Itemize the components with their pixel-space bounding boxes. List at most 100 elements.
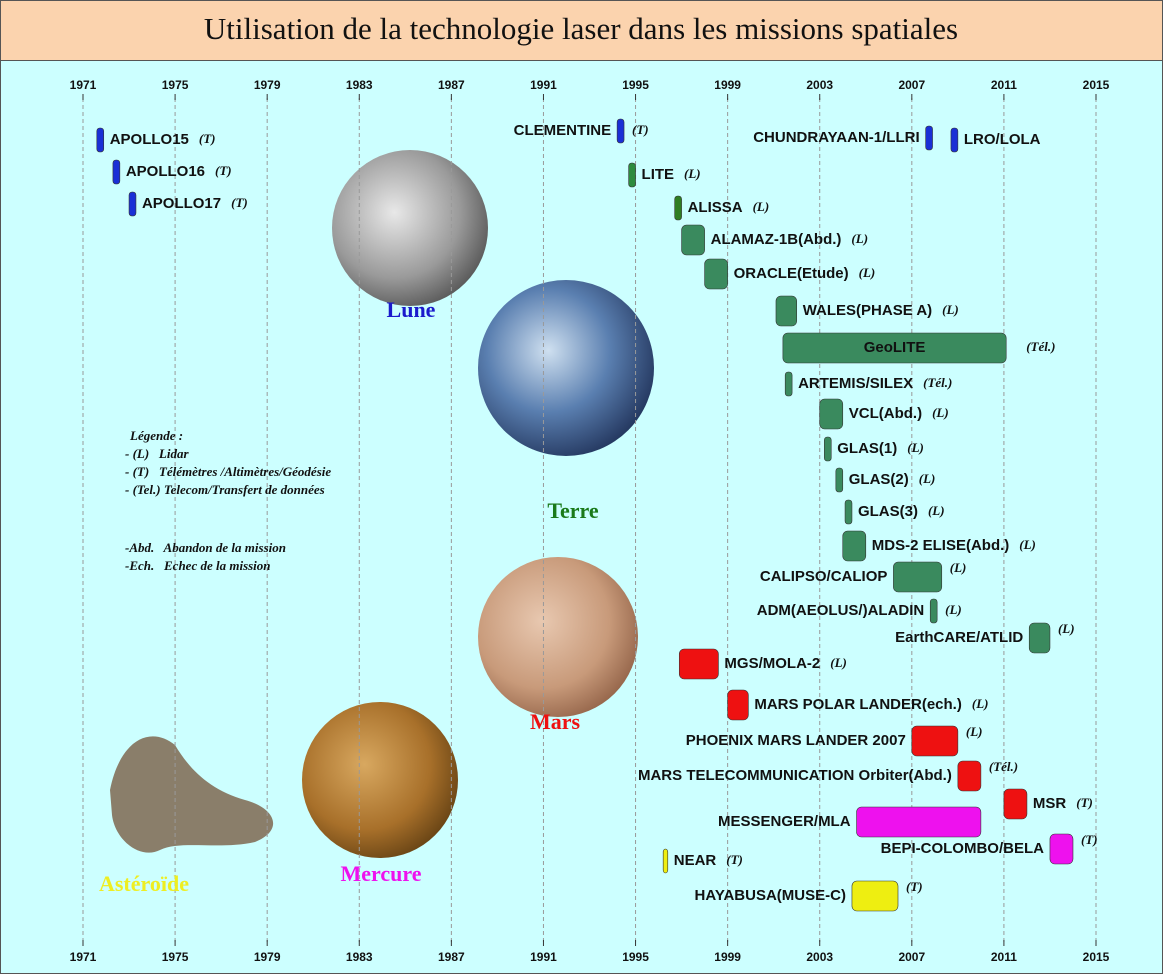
legend-line: -Ech. Echec de la mission (125, 558, 271, 573)
mission-tag: (T) (906, 879, 923, 894)
mission-label: WALES(PHASE A) (803, 302, 932, 319)
x-tick-label-bottom: 2015 (1083, 950, 1110, 964)
x-tick-label-bottom: 1987 (438, 950, 465, 964)
mission-bar (824, 437, 831, 461)
earth-image (478, 280, 654, 456)
mission-label: GLAS(1) (837, 440, 897, 457)
mission-label: MESSENGER/MLA (718, 813, 851, 830)
mission-label: BEPI-COLOMBO/BELA (881, 840, 1044, 857)
mission-bar (857, 807, 981, 837)
mission-bar (852, 881, 898, 911)
x-tick-label-bottom: 1971 (70, 950, 97, 964)
x-tick-label-bottom: 1995 (622, 950, 649, 964)
mission-tag: (L) (972, 696, 989, 711)
mission-label: CLEMENTINE (514, 122, 612, 139)
body-label: Mercure (340, 861, 421, 886)
mission-bar (97, 128, 104, 152)
body-label: Lune (387, 297, 436, 322)
mars-image (478, 557, 638, 717)
chart: Utilisation de la technologie laser dans… (0, 0, 1163, 974)
mission-tag: (L) (919, 471, 936, 486)
mission-bar (836, 468, 843, 492)
legend-line: - (L) Lidar (125, 446, 189, 461)
mission-label: ORACLE(Etude) (734, 265, 849, 282)
mission-bar (951, 128, 958, 152)
mission-label: CALIPSO/CALIOP (760, 568, 888, 585)
mission-label: ALISSA (688, 199, 743, 216)
x-tick-label-top: 2007 (898, 78, 925, 92)
mission-bar (129, 192, 136, 216)
mission-tag: (T) (1076, 795, 1093, 810)
mission-tag: (L) (945, 602, 962, 617)
body-label: Astéroïde (99, 871, 189, 896)
mission-tag: (Tél.) (923, 375, 952, 390)
mission-label: EarthCARE/ATLID (895, 629, 1023, 646)
mission-label: VCL(Abd.) (849, 405, 922, 422)
x-tick-label-top: 2003 (806, 78, 833, 92)
mission-bar (893, 562, 941, 592)
mission-label: GLAS(3) (858, 503, 918, 520)
mission-tag: (L) (928, 503, 945, 518)
legend-line: -Abd. Abandon de la mission (125, 540, 286, 555)
mission-tag: (L) (966, 724, 983, 739)
x-tick-label-top: 1987 (438, 78, 465, 92)
mission-label: APOLLO17 (142, 195, 221, 212)
x-tick-label-bottom: 1979 (254, 950, 281, 964)
mission-label: PHOENIX MARS LANDER 2007 (686, 732, 906, 749)
chart-title: Utilisation de la technologie laser dans… (204, 11, 958, 46)
mission-label: LRO/LOLA (964, 131, 1041, 148)
mission-label: CHUNDRAYAAN-1/LLRI (753, 129, 919, 146)
page: Utilisation de la technologie laser dans… (0, 0, 1163, 974)
mission-label: MGS/MOLA-2 (724, 655, 820, 672)
mission-bar (930, 599, 937, 623)
x-tick-label-top: 1995 (622, 78, 649, 92)
mission-tag: (T) (726, 852, 743, 867)
legend-line: Légende : (129, 428, 183, 443)
mission-label: APOLLO15 (110, 131, 189, 148)
mission-tag: (T) (632, 122, 649, 137)
mission-tag: (L) (907, 440, 924, 455)
mission-bar (958, 761, 981, 791)
mission-tag: (L) (1019, 537, 1036, 552)
moon-image (332, 150, 488, 306)
mission-bar (843, 531, 866, 561)
x-tick-label-bottom: 1983 (346, 950, 373, 964)
mercury-image (302, 702, 458, 858)
x-tick-label-bottom: 2003 (806, 950, 833, 964)
mission-label: APOLLO16 (126, 163, 205, 180)
x-tick-label-top: 1991 (530, 78, 557, 92)
mission-bar (1004, 789, 1027, 819)
x-tick-label-bottom: 2011 (991, 950, 1017, 964)
mission-label: ARTEMIS/SILEX (798, 375, 913, 392)
legend-line: - (T) Télémètres /Altimètres/Géodésie (125, 464, 331, 479)
mission-label: MDS-2 ELISE(Abd.) (872, 537, 1010, 554)
mission-label: MARS TELECOMMUNICATION Orbiter(Abd.) (638, 767, 952, 784)
mission-bar (845, 500, 852, 524)
x-tick-label-bottom: 1975 (162, 950, 189, 964)
mission-bar (675, 196, 682, 220)
mission-bar (785, 372, 792, 396)
x-tick-label-top: 1999 (714, 78, 741, 92)
mission-tag: (T) (231, 195, 248, 210)
mission-label: LITE (642, 166, 675, 183)
mission-tag: (L) (830, 655, 847, 670)
mission-label: MSR (1033, 795, 1067, 812)
mission-label: MARS POLAR LANDER(ech.) (754, 696, 962, 713)
body-label: Terre (547, 498, 599, 523)
x-tick-label-top: 2015 (1083, 78, 1110, 92)
mission-tag: (T) (199, 131, 216, 146)
mission-bar (926, 126, 933, 150)
mission-tag: (T) (1081, 832, 1098, 847)
mission-tag: (Tél.) (989, 759, 1018, 774)
mission-label: GeoLITE (864, 339, 926, 356)
mission-bar (705, 259, 728, 289)
mission-bar (682, 225, 705, 255)
x-tick-label-top: 1983 (346, 78, 373, 92)
mission-bar (663, 849, 668, 873)
x-tick-label-top: 2011 (991, 78, 1017, 92)
mission-tag: (L) (950, 560, 967, 575)
mission-tag: (L) (851, 231, 868, 246)
mission-label: NEAR (674, 852, 717, 869)
mission-bar (912, 726, 958, 756)
x-tick-label-bottom: 1999 (714, 950, 741, 964)
